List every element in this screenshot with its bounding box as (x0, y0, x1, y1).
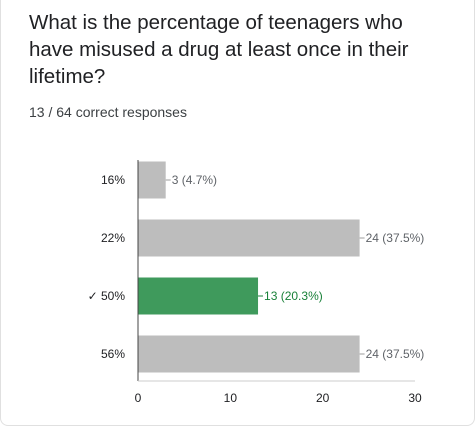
x-tick-label-0: 0 (135, 391, 142, 405)
value-label-3: 24 (37.5%) (366, 347, 425, 361)
value-label-2: 13 (20.3%) (264, 289, 323, 303)
category-label-0: 16% (101, 173, 125, 187)
bar-2 (138, 277, 259, 315)
category-label-1: 22% (101, 231, 125, 245)
category-label-3: 56% (101, 347, 125, 361)
bar-1 (138, 219, 360, 257)
bar-3 (138, 335, 360, 373)
value-label-1: 24 (37.5%) (366, 231, 425, 245)
x-tick-label-1: 10 (224, 391, 238, 405)
correct-responses-count: 13 / 64 correct responses (29, 104, 187, 120)
bar-0 (138, 161, 166, 199)
category-label-2: ✓ 50% (88, 289, 126, 303)
x-tick-label-3: 30 (408, 391, 422, 405)
value-label-0: 3 (4.7%) (172, 173, 217, 187)
x-tick-label-2: 20 (316, 391, 330, 405)
question-title: What is the percentage of teenagers who … (29, 11, 409, 88)
